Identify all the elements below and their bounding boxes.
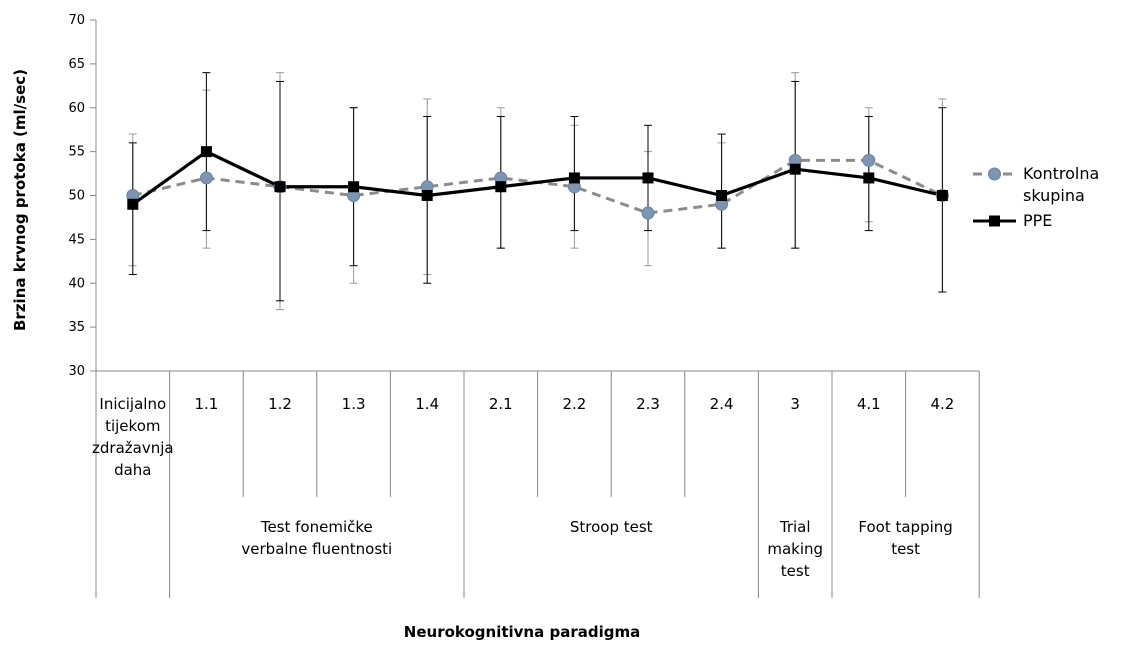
series-markers (126, 146, 949, 220)
data-point-circle (862, 153, 876, 167)
legend-marker-circle (988, 167, 1001, 181)
x-group-label: Trial making test (767, 518, 823, 580)
y-tick-label: 45 (68, 232, 85, 247)
data-point-square (348, 181, 360, 193)
data-point-square (642, 172, 654, 184)
data-point-square (127, 198, 139, 210)
legend-label: PPE (1023, 211, 1052, 230)
data-point-circle (641, 206, 655, 220)
x-category-label: 3 (790, 395, 800, 413)
data-point-square (716, 190, 728, 201)
category-table: Inicijalno tijekom zdražavnja daha 1.1 1.2 1.3… (92, 370, 980, 598)
y-tick-label: 30 (68, 364, 85, 379)
x-category-label: 1.1 (194, 395, 218, 413)
x-category-label: 4.2 (930, 395, 954, 413)
error-bars (128, 72, 947, 311)
x-group-label: Stroop test (570, 518, 653, 536)
x-category-label: Inicijalno tijekom zdražavnja daha (92, 395, 174, 479)
x-category-label: 2.2 (562, 395, 586, 413)
series-line (132, 158, 944, 215)
x-category-label: 2.3 (636, 395, 660, 413)
x-category-label: 1.4 (415, 395, 439, 413)
series-lines (131, 150, 944, 215)
y-tick-label: 70 (68, 13, 85, 28)
x-category-label: 1.2 (268, 395, 292, 413)
x-category-label: 2.4 (710, 395, 734, 413)
y-axis: 30 35 40 45 50 55 60 65 70 (68, 13, 97, 379)
legend-label: Kontrolna skupina (1023, 164, 1099, 205)
x-category-label: 2.1 (489, 395, 513, 413)
legend: Kontrolna skupina PPE (973, 164, 1099, 230)
x-category-label: 4.1 (857, 395, 881, 413)
data-point-square (274, 181, 286, 193)
legend-marker-square (989, 215, 1000, 227)
y-tick-label: 35 (68, 320, 85, 335)
data-point-square (421, 190, 433, 201)
y-tick-label: 40 (68, 276, 85, 291)
x-group-label: Test fonemičke verbalne fluentnosti (241, 518, 392, 558)
data-point-circle (199, 171, 213, 185)
x-group-label: Foot tapping test (858, 518, 952, 558)
y-tick-label: 65 (68, 57, 85, 72)
x-axis-title: Neurokognitivna paradigma (404, 623, 640, 641)
data-point-square (789, 163, 801, 175)
data-point-square (200, 146, 212, 158)
y-tick-label: 60 (68, 101, 85, 116)
y-tick-label: 50 (68, 189, 85, 204)
data-point-square (936, 190, 948, 201)
data-point-square (863, 172, 875, 184)
y-tick-label: 55 (68, 145, 85, 160)
data-point-square (568, 172, 580, 184)
series-line (131, 150, 943, 206)
x-category-label: 1.3 (342, 395, 366, 413)
y-axis-title: Brzina krvnog protoka (ml/sec) (11, 69, 29, 331)
data-point-square (495, 181, 507, 193)
